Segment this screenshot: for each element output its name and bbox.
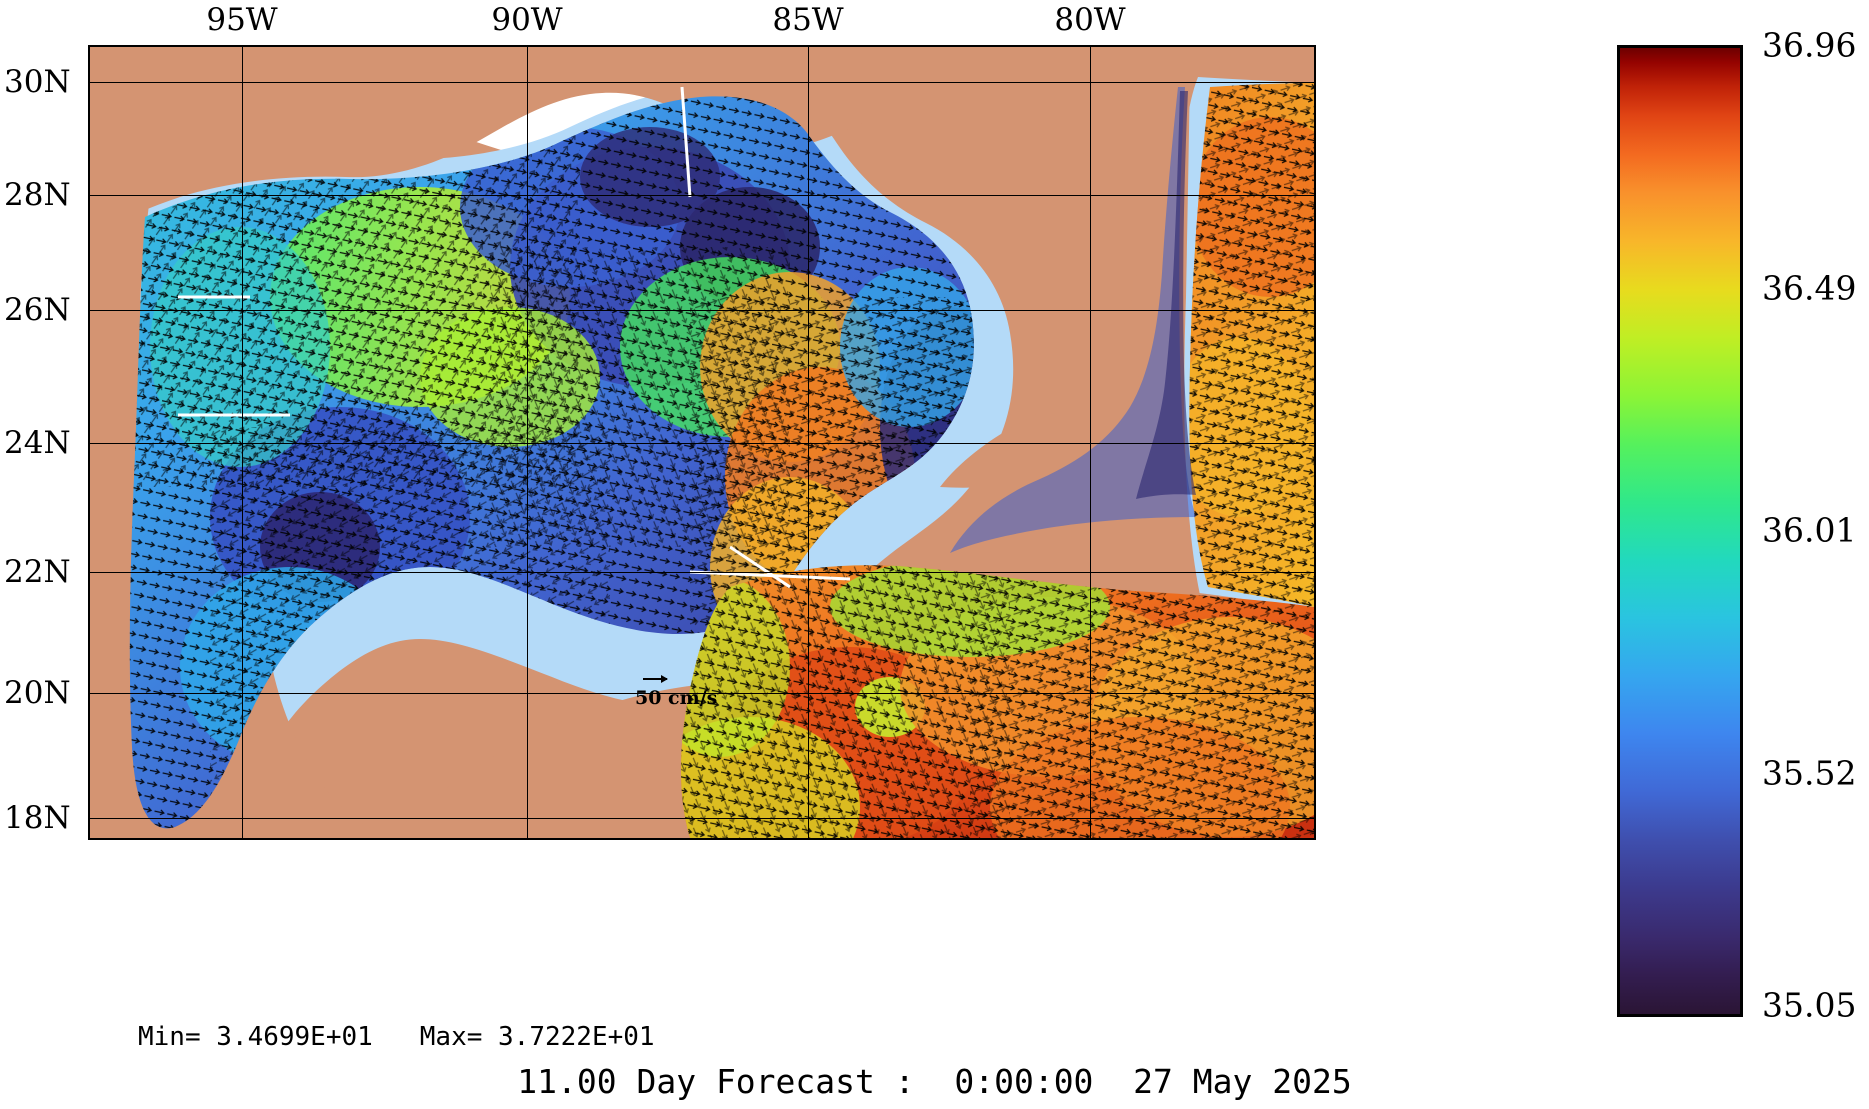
gridline-lat-24n <box>90 443 1314 444</box>
colorbar[interactable] <box>1617 45 1743 1017</box>
colorbar-tick-36-49: 36.49 <box>1762 268 1857 308</box>
gridline-lon-90w <box>527 47 528 838</box>
gridline-lat-18n <box>90 818 1314 819</box>
map-canvas: 50 cm/s <box>90 47 1314 838</box>
gridline-lat-26n <box>90 310 1314 311</box>
colorbar-tick-35-05: 35.05 <box>1762 985 1857 1025</box>
map-field-svg <box>90 47 1314 838</box>
lat-label-22n: 22N <box>4 554 71 590</box>
colorbar-tick-35-52: 35.52 <box>1762 753 1857 793</box>
salinity-field <box>129 83 1314 838</box>
lat-label-26n: 26N <box>4 292 71 328</box>
lat-label-28n: 28N <box>4 177 71 213</box>
forecast-title: 11.00 Day Forecast : 0:00:00 27 May 2025 <box>517 1062 1352 1101</box>
lon-label-95w: 95W <box>206 2 278 38</box>
gridline-lon-95w <box>242 47 243 838</box>
gridline-lat-20n <box>90 693 1314 694</box>
min-max-annotation: Min= 3.4699E+01 Max= 3.7222E+01 <box>138 1022 655 1052</box>
scale-arrow-icon <box>643 673 669 685</box>
lon-label-85w: 85W <box>772 2 844 38</box>
colorbar-tick-36-96: 36.96 <box>1762 25 1857 65</box>
gridline-lon-85w <box>808 47 809 838</box>
lon-label-80w: 80W <box>1054 2 1126 38</box>
gridline-lon-80w <box>1090 47 1091 838</box>
gridline-lat-30n <box>90 82 1314 83</box>
vector-scale-label: 50 cm/s <box>635 687 718 709</box>
lat-label-20n: 20N <box>4 675 71 711</box>
coastline-highlight <box>178 86 851 589</box>
colorbar-tick-36-01: 36.01 <box>1762 510 1857 550</box>
map-plot-area[interactable]: 50 cm/s <box>88 45 1316 840</box>
lon-label-90w: 90W <box>491 2 563 38</box>
vector-scale-key: 50 cm/s <box>635 673 745 709</box>
lat-label-18n: 18N <box>4 800 71 836</box>
lat-label-24n: 24N <box>4 425 71 461</box>
gridline-lat-22n <box>90 572 1314 573</box>
gridline-lat-28n <box>90 195 1314 196</box>
lat-label-30n: 30N <box>4 64 71 100</box>
